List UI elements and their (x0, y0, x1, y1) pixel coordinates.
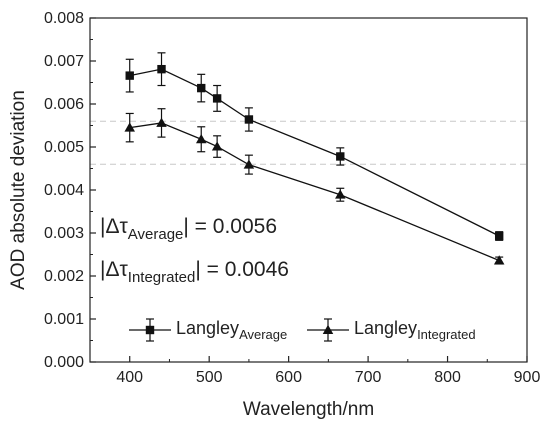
series-line-average (129, 68, 500, 237)
data-point-integrated (124, 122, 135, 132)
legend-entry-average (129, 318, 171, 342)
data-point-integrated (335, 189, 346, 199)
data-point-average (212, 94, 222, 103)
x-tick-label: 800 (434, 369, 461, 386)
y-tick-label: 0.003 (44, 225, 84, 242)
y-tick-label: 0.008 (44, 10, 84, 27)
y-tick-label: 0.000 (44, 354, 84, 371)
x-tick-label: 700 (355, 369, 382, 386)
data-point-integrated (243, 159, 255, 169)
y-tick-label: 0.004 (44, 182, 84, 199)
annotation-average: |ΔτAverage| = 0.0056 (100, 215, 277, 243)
plot-frame (89, 17, 528, 363)
data-point-integrated (195, 134, 207, 144)
y-tick-label: 0.001 (44, 311, 84, 328)
y-tick-label: 0.006 (44, 96, 84, 113)
data-point-average (197, 83, 206, 93)
y-tick-label: 0.005 (44, 139, 84, 156)
annotation-average-value: | = 0.0056 (183, 215, 277, 238)
data-point-average (244, 115, 254, 124)
reference-lines (90, 120, 527, 165)
y-tick-label: 0.002 (44, 268, 84, 285)
legend-marker (145, 325, 155, 335)
x-axis-ticks: 400 500 600 700 800 900 (89, 356, 541, 386)
data-point-average (157, 64, 166, 74)
x-tick-label: 400 (116, 369, 143, 386)
data-point-integrated (493, 255, 505, 265)
data-point-average (125, 71, 134, 80)
legend: LangleyAverage LangleyIntegrated (129, 318, 476, 342)
data-point-average (336, 152, 345, 161)
legend-label-integrated-sub: Integrated (417, 327, 476, 342)
annotation-average-subscript: Average (128, 226, 184, 243)
legend-label-average-main: Langley (176, 318, 239, 338)
data-point-average (494, 231, 504, 241)
legend-entry-integrated (307, 318, 349, 342)
x-tick-label: 900 (514, 369, 541, 386)
data-point-integrated (211, 141, 223, 151)
annotation-average-prefix: |Δτ (100, 215, 128, 238)
y-axis-ticks: 0.000 0.001 0.002 0.003 0.004 0.005 0.006 0.007… (44, 10, 96, 371)
legend-label-integrated-main: Langley (354, 318, 417, 338)
data-point-integrated (156, 117, 167, 127)
x-tick-label: 500 (196, 369, 223, 386)
series-layer (124, 52, 505, 265)
series-integrated (124, 108, 505, 265)
annotation-integrated: |ΔτIntegrated| = 0.0046 (100, 258, 289, 286)
legend-label-average-sub: Average (239, 327, 287, 342)
annotation-integrated-subscript: Integrated (128, 269, 196, 286)
annotation-integrated-prefix: |Δτ (100, 258, 128, 281)
legend-label-average: LangleyAverage (176, 318, 287, 342)
annotation-integrated-value: | = 0.0046 (195, 258, 289, 281)
series-line-integrated (129, 122, 500, 262)
y-tick-label: 0.007 (44, 53, 84, 70)
x-axis-title: Wavelength/nm (243, 399, 374, 420)
x-tick-label: 600 (275, 369, 302, 386)
legend-marker (322, 324, 334, 334)
legend-label-integrated: LangleyIntegrated (354, 318, 476, 342)
series-average (125, 52, 504, 241)
y-axis-title: AOD absolute deviation (8, 90, 29, 290)
